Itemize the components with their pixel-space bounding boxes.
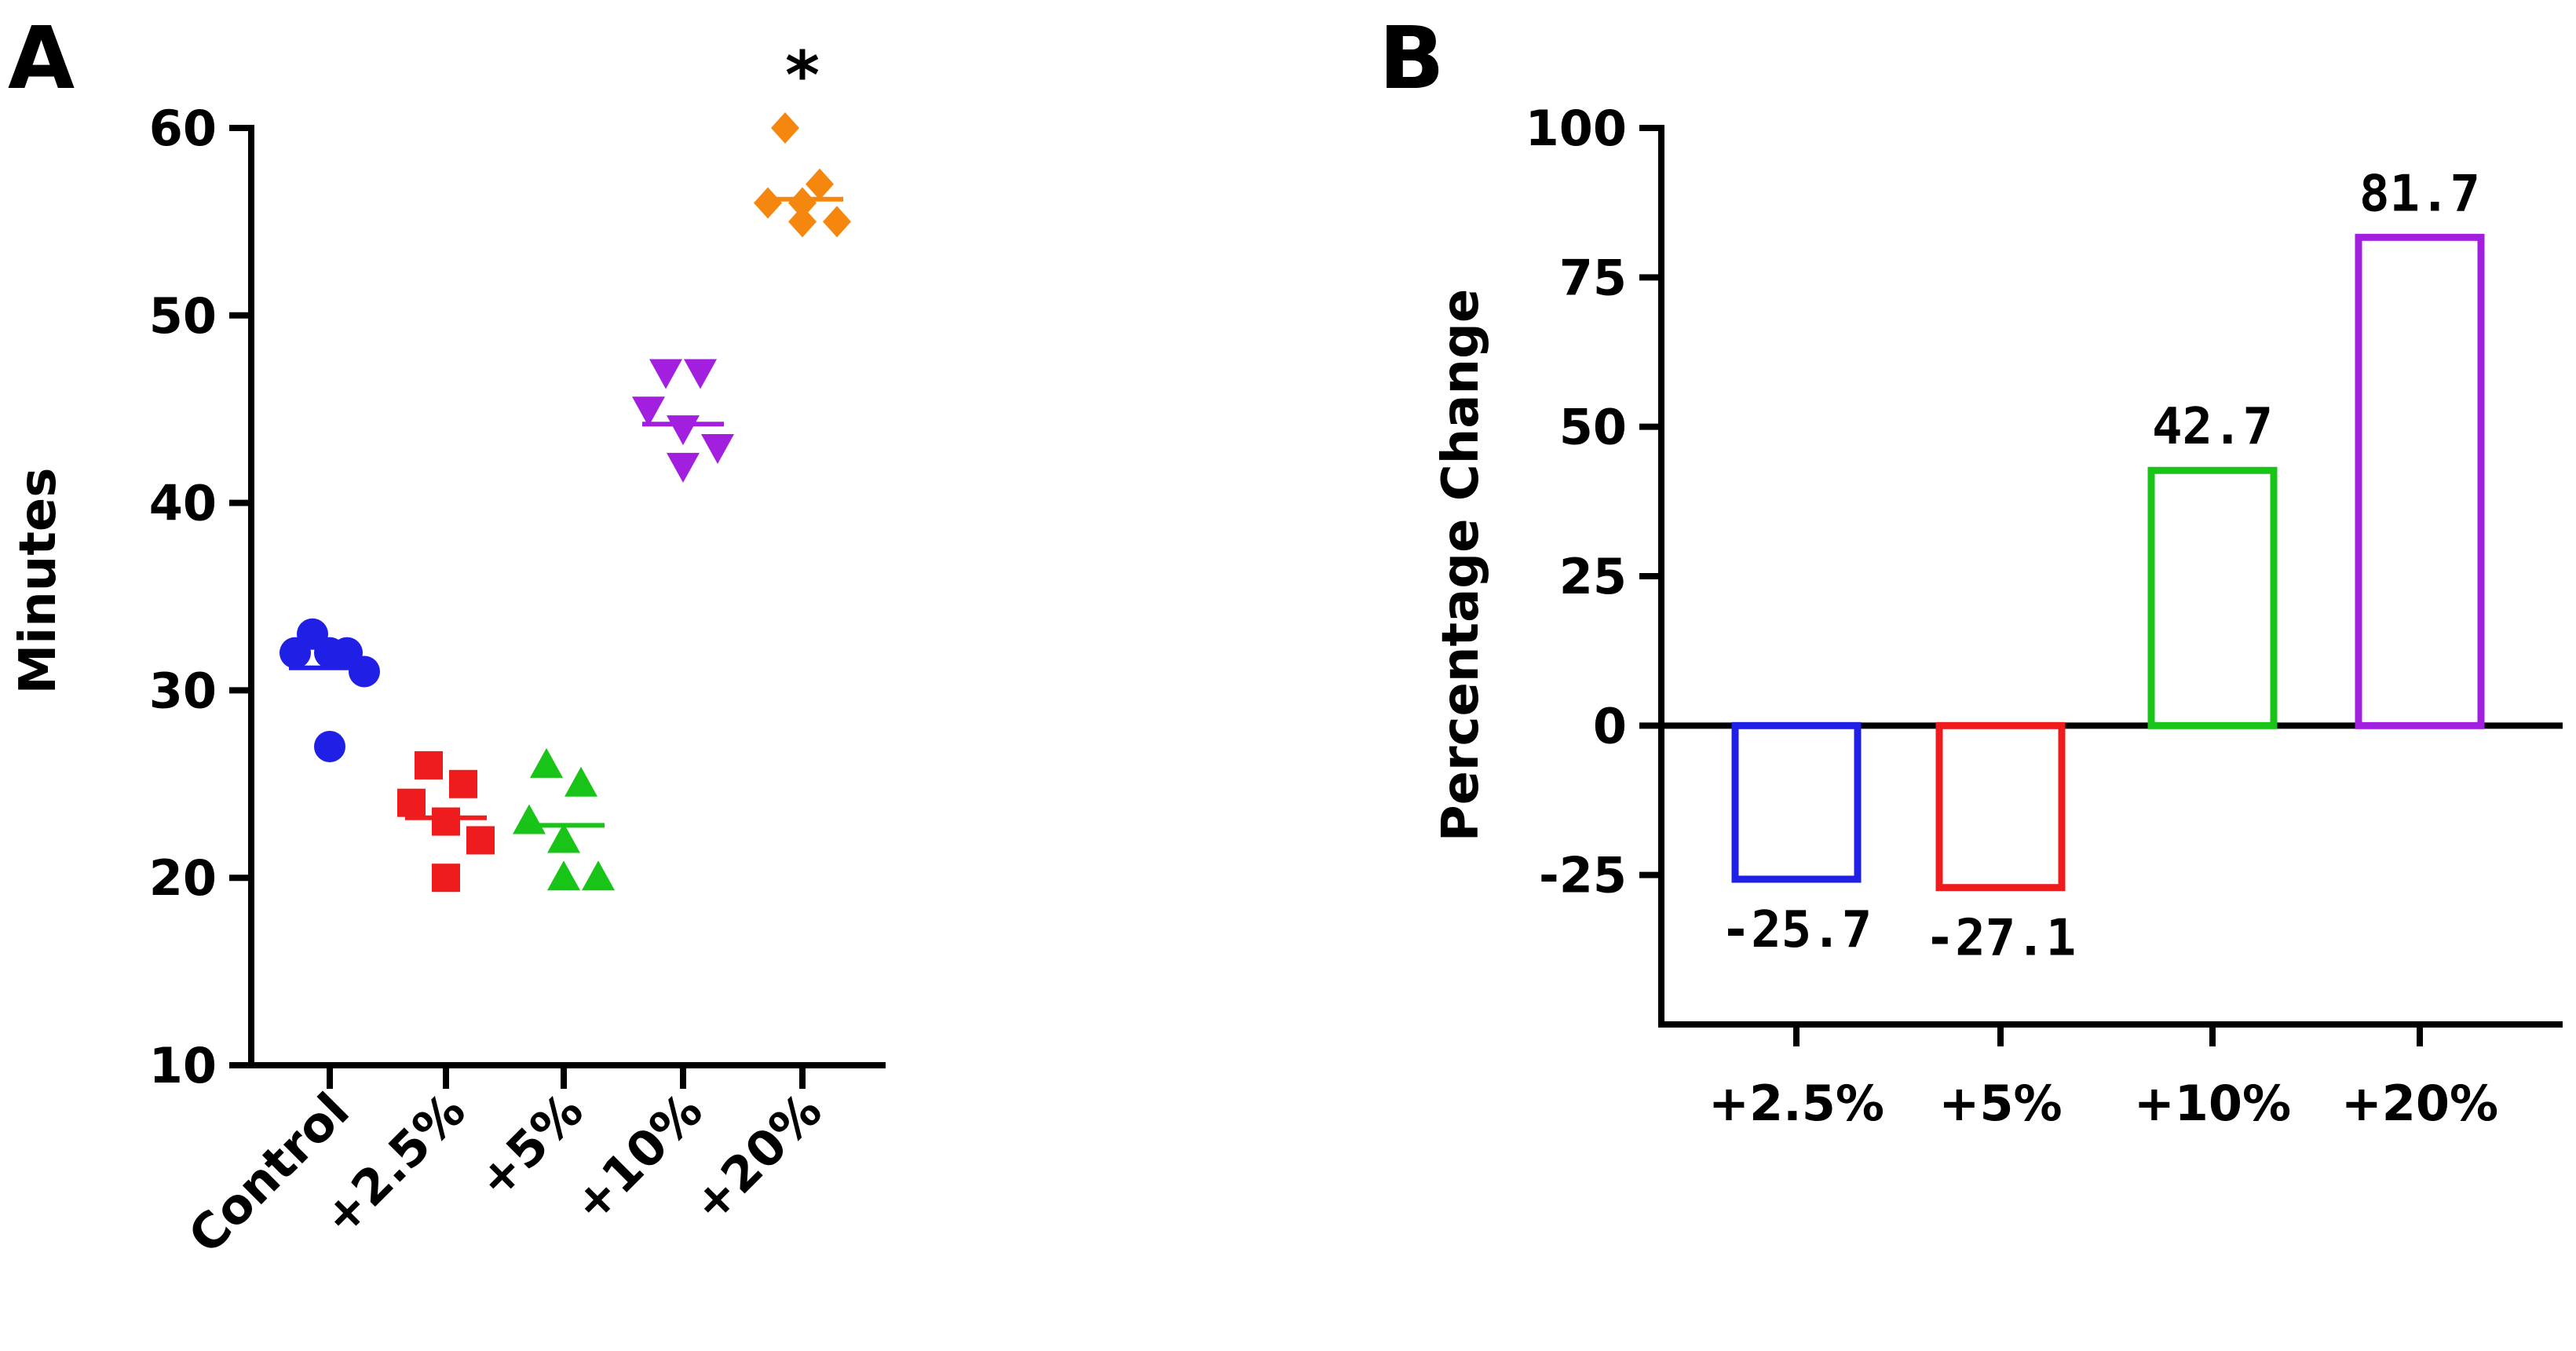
panel-b-axes: -25 0 25 50 75 100 +2.5% +5% +10% +20% (1526, 100, 2563, 1132)
panel-a-y-tick-label: 10 (149, 1037, 217, 1094)
panel-b-bar-chart: B Percentage Change -25 0 25 50 75 100 +2.5% +5… (1379, 8, 2563, 1132)
panel-b-y-tick-label: 0 (1593, 697, 1627, 754)
panel-a-letter: A (8, 8, 75, 108)
panel-a-point (280, 637, 311, 669)
panel-b-x-tick-label: +2.5% (1708, 1075, 1884, 1132)
panel-a-point (823, 206, 851, 238)
panel-a-point (314, 731, 345, 763)
panel-a-series-2 (397, 750, 495, 893)
panel-a-point (513, 804, 546, 834)
panel-b-y-tick-label: -25 (1539, 847, 1627, 904)
panel-a-x-tick-label: Control (177, 1082, 360, 1265)
panel-a-scatter-chart: A Minutes 102030405060Control+2.5%+5%+10… (8, 8, 886, 1265)
panel-a-y-axis-title: Minutes (9, 468, 68, 695)
panel-b-y-tick-label: 75 (1559, 249, 1627, 306)
panel-b-bar (2355, 233, 2485, 729)
panel-a-point (415, 750, 443, 780)
panel-b-bar (2147, 466, 2278, 729)
panel-a-point (788, 187, 817, 219)
panel-b-data-label: -27.1 (1925, 910, 2077, 968)
panel-a-point (547, 823, 580, 853)
panel-a-point (667, 452, 700, 483)
panel-a-y-tick-label: 20 (149, 849, 217, 907)
panel-a-point (547, 860, 580, 891)
panel-a-series-3 (513, 747, 615, 891)
panel-b-data-label: 42.7 (2152, 398, 2273, 456)
panel-a-point (806, 168, 834, 200)
panel-b-x-tick-label: +20% (2341, 1075, 2498, 1132)
panel-b-bar (1935, 721, 2066, 892)
panel-a-point (432, 807, 460, 836)
panel-a-point (632, 396, 665, 427)
panel-a-point (754, 187, 782, 219)
panel-a-point (649, 359, 682, 389)
panel-b-y-axis-title: Percentage Change (1432, 289, 1490, 842)
panel-b-y-tick-label: 50 (1559, 399, 1627, 456)
panel-b-bar (1731, 721, 1862, 883)
panel-b-letter: B (1379, 8, 1445, 108)
panel-a-point (582, 860, 615, 891)
panel-a-point (432, 864, 460, 893)
panel-b-y-tick-label: 25 (1559, 548, 1627, 605)
panel-a-point (684, 359, 717, 389)
panel-a-series-5 (754, 112, 851, 238)
panel-a-point (349, 655, 380, 688)
panel-b-data-label: -25.7 (1721, 901, 1873, 959)
panel-a-point (314, 637, 345, 669)
panel-a-point (788, 206, 817, 238)
panel-a-y-tick-label: 30 (149, 662, 217, 719)
panel-a-point (530, 747, 563, 778)
panel-b-x-tick-label: +10% (2134, 1075, 2291, 1132)
panel-a-point (449, 769, 477, 798)
panel-b-x-tick-label: +5% (1938, 1075, 2062, 1132)
panel-a-x-tick-label: +20% (681, 1082, 832, 1233)
panel-b-data-label: 81.7 (2359, 165, 2480, 223)
panel-a-y-tick-label: 60 (149, 100, 217, 157)
panel-a-point (565, 766, 597, 797)
panel-a-point (771, 112, 799, 144)
panel-a-series-4 (632, 359, 734, 483)
panel-a-y-tick-label: 40 (149, 475, 217, 532)
panel-a-point (667, 415, 700, 446)
panel-a-y-tick-label: 50 (149, 287, 217, 345)
panel-a-point (397, 788, 426, 817)
panel-a-point (701, 433, 734, 464)
panel-b-bars: -25.7 -27.1 42.7 81.7 (1721, 165, 2485, 968)
panel-a-x-tick-label: +10% (561, 1082, 713, 1233)
panel-a-points: * (280, 37, 851, 893)
panel-a-point (466, 826, 495, 855)
panel-a-series-1 (280, 618, 380, 763)
panel-b-y-tick-label: 100 (1526, 100, 1627, 157)
panel-a-significance-marker: * (785, 37, 820, 114)
